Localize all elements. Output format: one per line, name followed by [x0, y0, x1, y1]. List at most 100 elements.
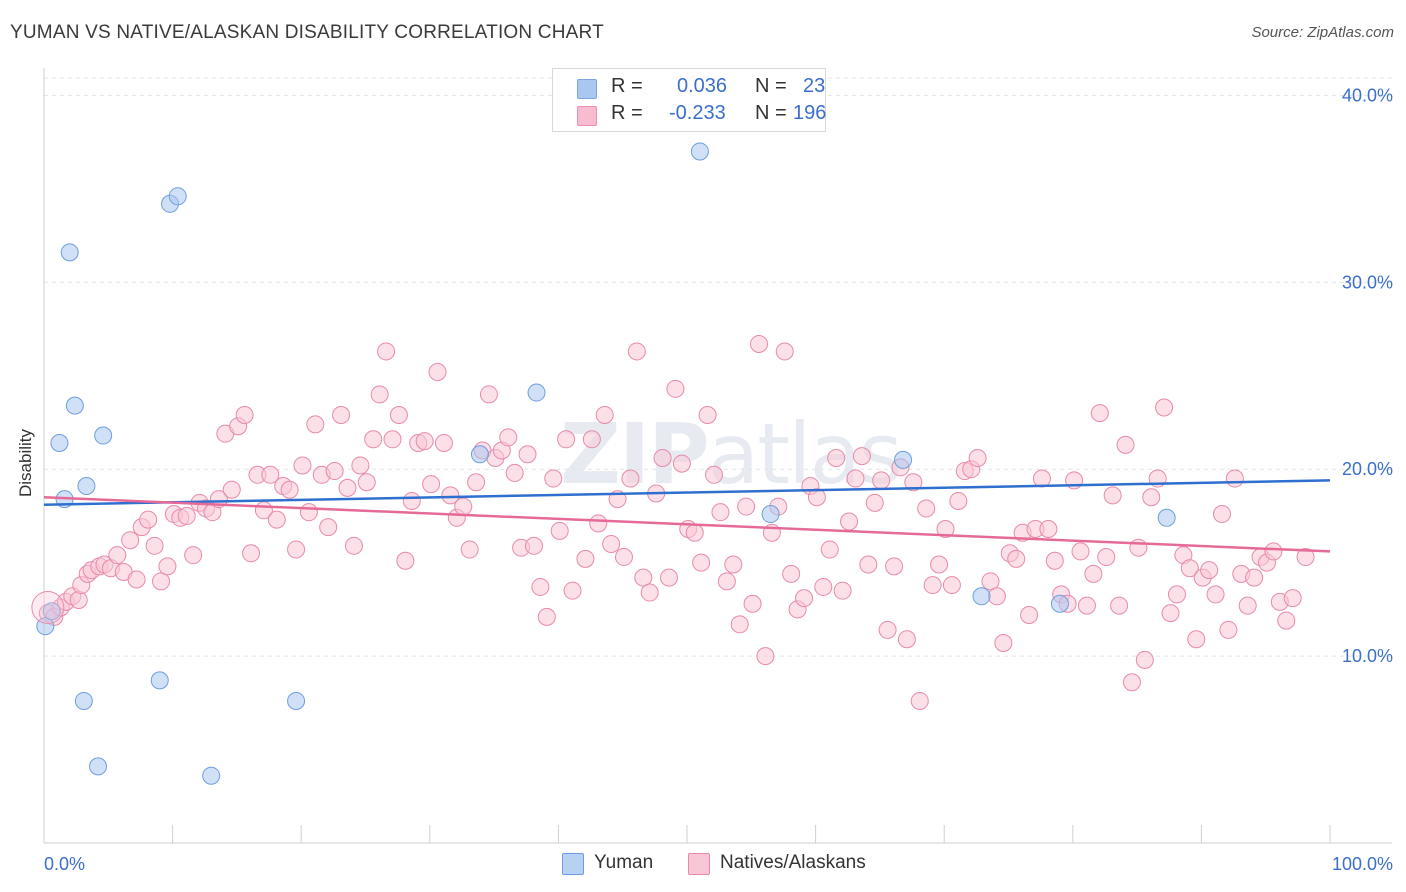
natives-point [524, 536, 543, 555]
natives-point [602, 534, 621, 553]
natives-point [428, 363, 447, 381]
natives-point [782, 564, 801, 583]
natives-point [775, 342, 794, 361]
natives-point [1084, 564, 1103, 583]
yuman-point [527, 383, 546, 402]
natives-point [1129, 538, 1148, 557]
natives-point [717, 572, 736, 591]
natives-point [852, 447, 871, 466]
x-tick-label: 100.0% [1332, 854, 1393, 874]
y-tick-label: 40.0% [1342, 85, 1393, 105]
yuman-point [690, 142, 709, 161]
natives-point [576, 549, 595, 568]
yuman-point [150, 671, 169, 690]
natives-point [872, 471, 891, 490]
natives-point [184, 546, 203, 565]
natives-point [1020, 605, 1039, 624]
natives-point [467, 473, 486, 492]
natives-point [582, 430, 601, 449]
yuman-point [94, 426, 113, 445]
natives-point [672, 454, 691, 473]
natives-point [1116, 435, 1135, 454]
natives-point [499, 428, 518, 447]
natives-point [814, 577, 833, 596]
natives-point [1200, 561, 1219, 580]
source-label: Source: ZipAtlas.com [1251, 24, 1394, 41]
natives-point [557, 430, 576, 449]
chart-title: YUMAN VS NATIVE/ALASKAN DISABILITY CORRE… [10, 22, 604, 43]
legend-n-value: 196 [793, 102, 827, 124]
natives-point [1283, 589, 1302, 608]
natives-point [1135, 650, 1154, 669]
natives-point [795, 589, 814, 608]
natives-point [1142, 488, 1161, 507]
yuman-point [168, 187, 187, 206]
natives-point [537, 607, 556, 626]
natives-point [705, 465, 724, 484]
yuman-point [972, 587, 991, 606]
natives-point [158, 557, 177, 576]
natives-point [904, 473, 923, 492]
natives-point [261, 465, 280, 484]
natives-point [724, 555, 743, 574]
natives-point [377, 342, 396, 361]
natives-point [621, 469, 640, 488]
legend-r-value: -0.233 [669, 102, 726, 124]
natives-point [325, 462, 344, 481]
natives-point [1103, 486, 1122, 505]
natives-point [865, 493, 884, 512]
natives-point [152, 572, 171, 591]
natives-trend-line [43, 495, 1331, 553]
natives-point [1277, 611, 1296, 630]
natives-point [1071, 542, 1090, 561]
natives-point [357, 473, 376, 492]
natives-point [949, 491, 968, 510]
yuman-point [50, 434, 69, 453]
yuman-point [74, 691, 93, 710]
natives-point [306, 415, 325, 434]
natives-point [454, 497, 473, 516]
yuman-point [470, 445, 489, 464]
natives-point [235, 405, 254, 424]
natives-point [293, 456, 312, 475]
legend-swatch-natives [688, 853, 710, 875]
natives-point [1296, 548, 1315, 567]
natives-point [127, 570, 146, 589]
yuman-point [60, 243, 79, 262]
axes [43, 68, 1392, 844]
natives-point [627, 342, 646, 361]
natives-point [1264, 542, 1283, 561]
natives-point [711, 503, 730, 522]
natives-point-cluster [31, 591, 65, 624]
yuman-point [894, 450, 913, 469]
yuman-point [65, 396, 84, 415]
natives-point [145, 536, 164, 555]
natives-point [1187, 630, 1206, 649]
natives-point [479, 385, 498, 404]
natives-point [910, 691, 929, 710]
natives-point [1180, 559, 1199, 578]
legend-n-label: N = [755, 102, 787, 124]
x-tick-label: 0.0% [44, 854, 85, 874]
y-tick-label: 10.0% [1342, 646, 1393, 666]
natives-point [1245, 568, 1264, 587]
natives-point [121, 531, 140, 550]
natives-point [968, 448, 987, 467]
natives-point [820, 540, 839, 559]
natives-point [666, 379, 685, 398]
natives-point [434, 434, 453, 453]
natives-point [987, 587, 1006, 606]
legend-r-value: 0.036 [677, 75, 728, 97]
natives-point [595, 405, 614, 424]
y-tick-label: 30.0% [1342, 272, 1393, 292]
natives-point [364, 430, 383, 449]
legend-n-label: N = [755, 75, 787, 97]
legend-swatch-yuman [577, 79, 597, 99]
natives-point [1212, 505, 1231, 524]
natives-point [1039, 520, 1058, 538]
natives-point [370, 385, 389, 404]
natives-point [332, 405, 351, 424]
natives-point [1077, 596, 1096, 615]
yuman-point [42, 602, 61, 621]
natives-point [319, 518, 338, 537]
